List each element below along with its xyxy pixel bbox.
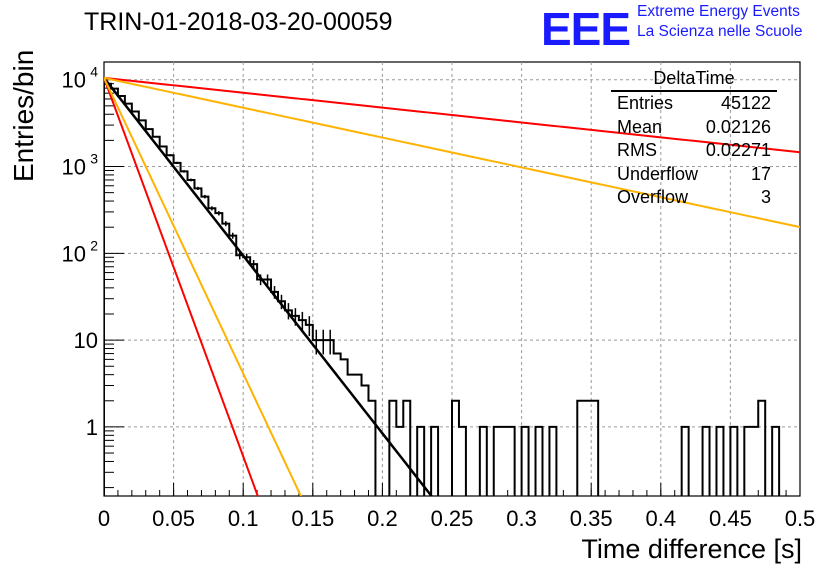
chart-title: TRIN-01-2018-03-20-00059: [84, 8, 393, 36]
fit-line-3: [104, 76, 800, 154]
y-tick-label: 10: [62, 68, 86, 93]
logo-line2: La Scienza nelle Scuole: [637, 23, 803, 40]
stats-row-underflow: Underflow 17: [611, 163, 777, 187]
x-tick-label: 0.3: [506, 506, 537, 531]
y-axis-label: Entries/bin: [8, 49, 39, 182]
x-axis-label: Time difference [s]: [581, 534, 802, 564]
histogram-line: [104, 82, 781, 496]
fit-line-4: [104, 76, 800, 229]
stats-value: 45122: [720, 93, 771, 113]
stats-label: Mean: [617, 116, 663, 137]
stats-label: RMS: [617, 140, 657, 160]
grid-lines: [104, 62, 800, 496]
stats-title: DeltaTime: [611, 68, 777, 92]
stats-value: 0.02126: [705, 116, 771, 137]
stats-label: Underflow: [617, 163, 699, 184]
x-tick-label: 0: [98, 506, 110, 531]
stats-label: Entries: [617, 93, 674, 113]
x-tick-label: 0.2: [367, 506, 398, 531]
x-tick-label: 0.45: [709, 506, 752, 531]
x-tick-label: 0.5: [785, 506, 816, 531]
stats-row-overflow: Overflow 3: [611, 186, 777, 210]
stats-label: Overflow: [617, 187, 689, 207]
x-tick-labels: 0 0.05 0.1 0.15 0.2 0.25 0.3 0.35 0.4 0.45 0.5: [98, 506, 815, 531]
fit-line-2: [104, 77, 302, 496]
stats-value: 3: [760, 187, 771, 207]
fit-line-0: [104, 77, 434, 496]
fit-line-1: [104, 77, 259, 496]
y-tick-label: 1: [86, 415, 98, 440]
y-tick-label: 10: [62, 241, 86, 266]
logo-line1: Extreme Energy Events: [637, 3, 800, 20]
y-tick-label: 10: [74, 328, 98, 353]
eee-logo: EEE: [541, 3, 631, 55]
x-tick-label: 0.25: [431, 506, 474, 531]
x-tick-label: 0.05: [152, 506, 195, 531]
stats-value: 17: [750, 163, 771, 184]
stats-row-rms: RMS 0.02271: [611, 139, 777, 163]
stats-row-mean: Mean 0.02126: [611, 116, 777, 140]
x-tick-label: 0.15: [291, 506, 334, 531]
y-tick-exponent: 3: [90, 151, 98, 167]
stats-value: 0.02271: [705, 140, 771, 160]
stats-box: DeltaTime Entries 45122 Mean 0.02126 RMS…: [611, 68, 777, 210]
y-tick-label: 10: [62, 155, 86, 180]
stats-row-entries: Entries 45122: [611, 92, 777, 116]
plot-marks: [104, 76, 800, 496]
y-tick-exponent: 2: [90, 237, 98, 253]
x-tick-label: 0.35: [570, 506, 613, 531]
x-tick-label: 0.4: [646, 506, 677, 531]
x-tick-label: 0.1: [228, 506, 259, 531]
y-tick-exponent: 4: [90, 64, 98, 80]
